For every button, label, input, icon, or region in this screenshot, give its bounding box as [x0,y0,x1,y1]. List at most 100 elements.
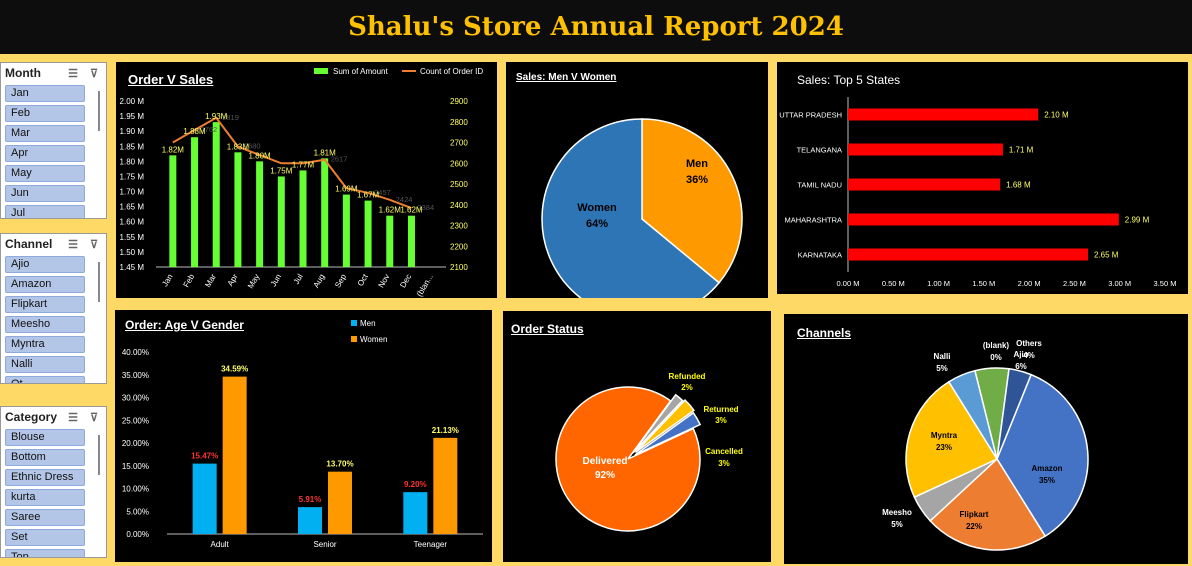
y-tick-left: 1.90 M [120,127,145,136]
men-v-women-panel: Sales: Men V Women Men 36% Women 64% [506,62,768,298]
order-status-panel: Order Status Delivered 92% Refunded 2% Retur… [503,311,771,562]
channel-slicer-item[interactable]: Nalli [5,356,85,373]
y-tick-left: 1.55 M [120,233,145,242]
channel-slicer-item[interactable]: Myntra [5,336,85,353]
bar-amount [212,122,220,267]
y-tick: 30.00% [122,394,149,403]
pie-label-refunded: Refunded [669,372,706,381]
multi-select-icon[interactable]: ☰ [68,67,78,80]
x-tick-label: Jun [269,273,283,289]
state-value-label: 1.71 M [1009,146,1034,155]
month-slicer-item[interactable]: Jul [5,205,85,218]
pie-value: 4% [1023,351,1035,360]
bar-amount [234,152,242,267]
month-slicer-item[interactable]: Jun [5,185,85,202]
category-slicer[interactable]: Category ☰ ⊽ Blouse Bottom Ethnic Dress kur… [0,406,107,558]
pie-slice-delivered [555,386,701,532]
pie-value: 35% [1039,476,1055,485]
category-slicer-item[interactable]: Bottom [5,449,85,466]
line-count [172,116,412,210]
bar-women [328,471,352,534]
x-tick-label: Jan [160,273,174,289]
pie-label-cancelled: Cancelled [705,447,743,456]
y-tick-right: 2800 [450,118,468,127]
legend-swatch-amount [314,68,328,74]
month-slicer-item[interactable]: May [5,165,85,182]
clear-filter-icon[interactable]: ⊽ [89,67,98,80]
y-tick: 20.00% [122,439,149,448]
category-slicer-item[interactable]: Top [5,549,85,557]
pie-slice-refunded [632,393,684,454]
women-value-label: 34.59% [221,365,248,374]
bar-men [298,507,322,534]
count-label: 2457 [374,188,391,197]
amount-label: 1.75M [270,166,293,175]
bar-amount [277,176,285,267]
pie-value-women: 64% [586,218,608,230]
category-slicer-item[interactable]: Set [5,529,85,546]
category-slicer-item[interactable]: Blouse [5,429,85,446]
channel-slicer-item[interactable]: Flipkart [5,296,85,313]
month-slicer-item[interactable]: Mar [5,125,85,142]
pie-value-delivered: 92% [595,470,615,481]
pie-slice-flipkart [929,457,1047,551]
y-tick: 25.00% [122,416,149,425]
category-slicer-item[interactable]: Saree [5,509,85,526]
pie-label: Others [1016,339,1042,348]
bar-amount [342,194,350,267]
month-slicer-item[interactable]: Jan [5,85,85,102]
report-title: Shalu's Store Annual Report 2024 [348,12,844,42]
x-tick-label: Adult [211,540,230,549]
clear-filter-icon[interactable]: ⊽ [89,238,98,251]
channel-slicer-item[interactable]: Amazon [5,276,85,293]
pie-label: Flipkart [960,510,989,519]
slicer-scrollbar[interactable] [98,91,100,131]
bar-women [222,376,247,534]
x-tick-label: Aug [312,273,327,290]
y-tick: 15.00% [122,462,149,471]
count-label: 2424 [396,195,413,204]
y-tick-right: 2300 [450,222,468,231]
x-tick-label: (blan... [415,273,435,299]
amount-label: 1.62M [379,206,402,215]
y-tick-left: 1.45 M [120,263,145,272]
count-label: 2617 [331,155,348,164]
pie-slice-myntra [905,380,999,499]
clear-filter-icon[interactable]: ⊽ [89,411,98,424]
month-slicer-item[interactable]: Feb [5,105,85,122]
channels-title: Channels [797,326,852,340]
channel-slicer-label: Channel [5,237,53,251]
pie-slice-amazon [996,373,1089,538]
bar-amount [407,215,415,267]
age-v-gender-panel: Order: Age V Gender Men Women 40.00% 35.00%… [115,310,492,562]
age-v-gender-chart: Men Women 40.00% 35.00% 30.00% 25.00% 20.00% 15… [122,319,483,549]
channel-slicer[interactable]: Channel ☰ ⊽ Ajio Amazon Flipkart Meesho Mynt… [0,233,107,384]
y-tick-right: 2600 [450,159,468,168]
category-slicer-item[interactable]: Ethnic Dress [5,469,85,486]
channel-slicer-item[interactable]: Ajio [5,256,85,273]
x-tick: 3.00 M [1108,279,1131,288]
y-tick-left: 1.75 M [120,172,145,181]
multi-select-icon[interactable]: ☰ [68,238,78,251]
slicer-scrollbar[interactable] [98,435,100,475]
x-tick-label: Teenager [414,540,448,549]
amount-label: 1.81M [314,148,337,157]
channel-slicer-item[interactable]: Meesho [5,316,85,333]
category-slicer-item[interactable]: kurta [5,489,85,506]
order-status-chart: Delivered 92% Refunded 2% Returned 3% Cancelle… [555,372,743,532]
month-slicer-item[interactable]: Apr [5,145,85,162]
multi-select-icon[interactable]: ☰ [68,411,78,424]
channel-slicer-item[interactable]: Ot [5,376,85,383]
pie-slice-others [996,367,1033,460]
x-tick-label: Sep [333,272,348,289]
month-slicer[interactable]: Month ☰ ⊽ Jan Feb Mar Apr May Jun Jul [0,62,107,219]
pie-value-returned: 3% [715,416,727,425]
channels-chart: Amazon 35% Flipkart 22% Meesho 5% Myntra 23% Nal… [882,339,1089,551]
pie-value-refunded: 2% [681,383,693,392]
pie-label-women: Women [577,202,617,214]
top-states-title: Sales: Top 5 States [797,73,901,87]
x-tick: 0.50 M [882,279,905,288]
pie-value: 5% [936,364,948,373]
slicer-scrollbar[interactable] [98,262,100,302]
x-tick-label: Feb [182,272,197,289]
